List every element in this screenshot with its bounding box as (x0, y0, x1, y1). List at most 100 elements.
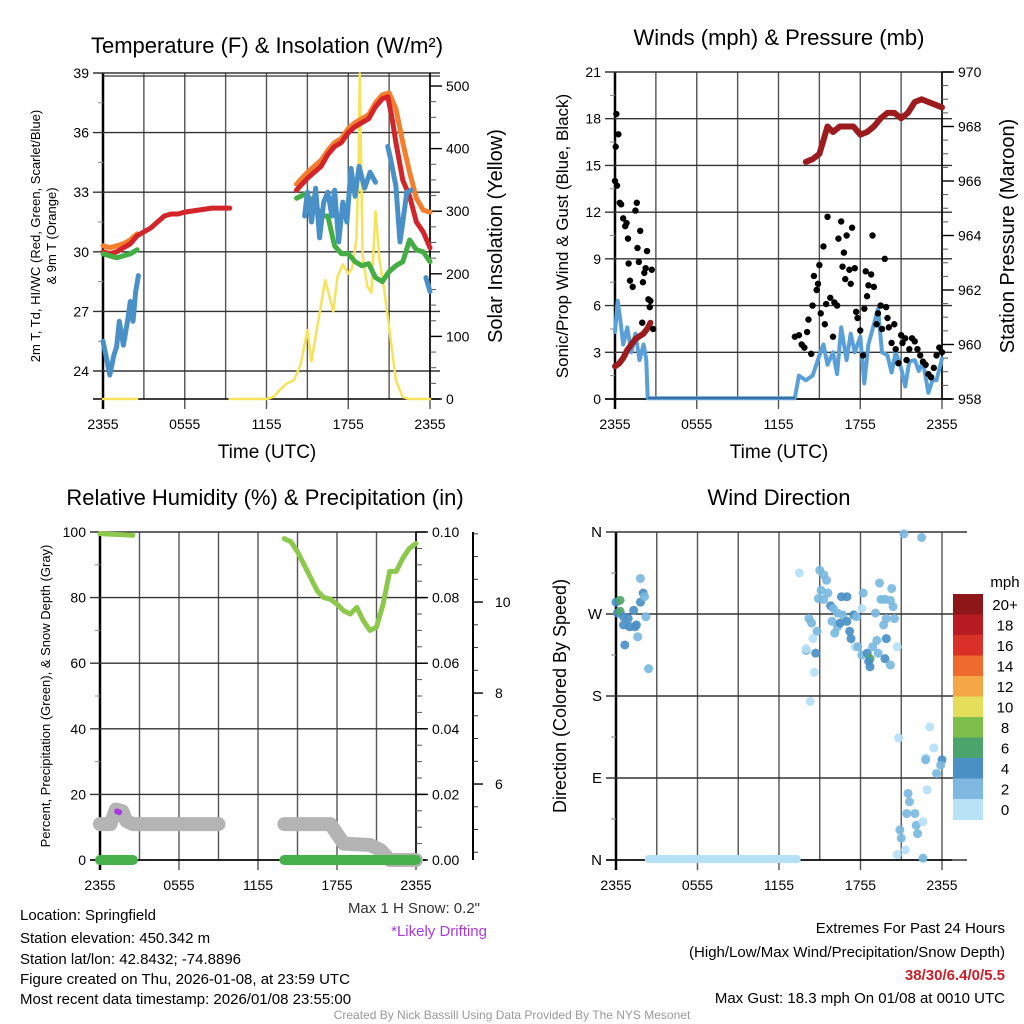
direction-point (910, 809, 920, 819)
x-tick-label: 1155 (251, 416, 281, 432)
x-tick-label: 2355 (599, 416, 630, 432)
direction-point (644, 664, 654, 674)
temperature-chart-title: Temperature (F) & Insolation (W/m²) (91, 33, 443, 58)
gust-point (647, 297, 654, 305)
wind-direction-y-label: Direction (Colored By Speed) (550, 579, 570, 813)
direction-point (819, 594, 829, 604)
gust-point (833, 302, 841, 309)
y2-tick-label: 100 (446, 328, 470, 344)
direction-point (892, 850, 902, 860)
direction-point (827, 616, 837, 626)
direction-point (925, 722, 935, 732)
y-tick-label: S (592, 688, 602, 705)
y2-tick-label: 0.06 (432, 655, 459, 671)
gust-point (629, 283, 636, 291)
direction-point (894, 733, 904, 743)
x-tick-label: 2355 (400, 877, 431, 893)
direction-point (918, 817, 928, 827)
winds-chart-title: Winds (mph) & Pressure (mb) (634, 25, 925, 50)
direction-point (888, 602, 898, 612)
gust-point (649, 325, 657, 333)
direction-point (842, 592, 852, 602)
direction-point (904, 797, 914, 807)
gust-point (842, 275, 849, 283)
gust-point (863, 293, 871, 300)
direction-point (811, 648, 821, 658)
temperature-y-label-line1: 2m T, Td, HI/WC (Red, Green, Scarlet/Blu… (28, 110, 43, 362)
gust-point (857, 327, 864, 334)
gust-point (878, 325, 886, 333)
direction-point (794, 568, 804, 578)
y2-tick-label: 0.04 (432, 721, 459, 737)
legend-swatch (953, 676, 983, 697)
elevation-text: Station elevation: 450.342 m (20, 930, 210, 947)
y-tick-label: 9 (593, 251, 601, 267)
gust-point (927, 374, 935, 381)
gust-point (911, 338, 918, 345)
x-tick-label: 2355 (926, 416, 957, 432)
direction-point (887, 583, 897, 593)
y2-tick-label: 960 (958, 337, 982, 353)
gust-point (632, 207, 639, 214)
gust-point (873, 321, 880, 328)
y2-tick-label: 400 (446, 141, 470, 157)
y-tick-label: 80 (70, 590, 86, 606)
series-2m-t (100, 205, 233, 257)
direction-point (838, 610, 848, 620)
x-tick-label: 1755 (321, 877, 352, 893)
extremes-legend: (High/Low/Max Wind/Precipitation/Snow De… (689, 944, 1005, 961)
direction-point (913, 829, 923, 839)
gust-point (870, 283, 878, 291)
gust-point (822, 300, 830, 308)
gust-point (619, 215, 627, 222)
y-tick-label: 27 (73, 303, 89, 319)
gust-point (639, 279, 647, 286)
humidity-chart-title: Relative Humidity (%) & Precipitation (i… (66, 485, 463, 510)
gust-point (637, 227, 644, 235)
y2-tick-label: 200 (446, 266, 470, 282)
gust-point (854, 314, 861, 322)
x-tick-label: 1155 (763, 416, 793, 432)
gust-point (648, 266, 655, 273)
direction-point (845, 626, 855, 636)
direction-point (865, 662, 875, 672)
gust-point (824, 213, 831, 221)
direction-point (895, 825, 905, 835)
direction-point (932, 768, 942, 778)
gust-point (914, 345, 921, 353)
y-tick-label: E (592, 770, 602, 787)
gust-point (936, 344, 943, 351)
legend-swatch (953, 696, 983, 718)
extremes-values: 38/30/6.4/0/5.5 (905, 967, 1005, 984)
direction-point (835, 618, 845, 628)
gust-point (882, 303, 890, 311)
gust-point (613, 110, 620, 118)
gust-point (626, 277, 634, 284)
direction-point (900, 845, 910, 855)
y2-tick-label: 958 (958, 391, 982, 407)
gust-point (885, 324, 893, 331)
legend-label: 18 (997, 618, 1014, 635)
latlon-text: Station lat/lon: 42.8432; -74.8896 (20, 951, 241, 968)
legend-label: 6 (1001, 741, 1009, 758)
direction-point (911, 820, 921, 830)
gust-point (933, 352, 940, 359)
series-station-pressure (802, 96, 945, 165)
gust-point (612, 143, 619, 150)
y-tick-label: 60 (70, 655, 86, 671)
gust-point (623, 219, 630, 227)
snow-depth-tick-label: 6 (495, 776, 503, 792)
legend-label: 0 (1001, 802, 1009, 819)
gust-point (808, 350, 815, 358)
direction-point (640, 592, 650, 602)
direction-point (896, 833, 906, 843)
winds-x-label: Time (UTC) (730, 442, 829, 463)
x-tick-label: 0555 (169, 416, 200, 432)
winds-y-label: Sonic/Prop Wind & Gust (Blue, Black) (553, 94, 572, 378)
y2-tick-label: 966 (958, 173, 982, 189)
series-relative-humidity (281, 536, 419, 633)
gust-point (888, 339, 895, 347)
